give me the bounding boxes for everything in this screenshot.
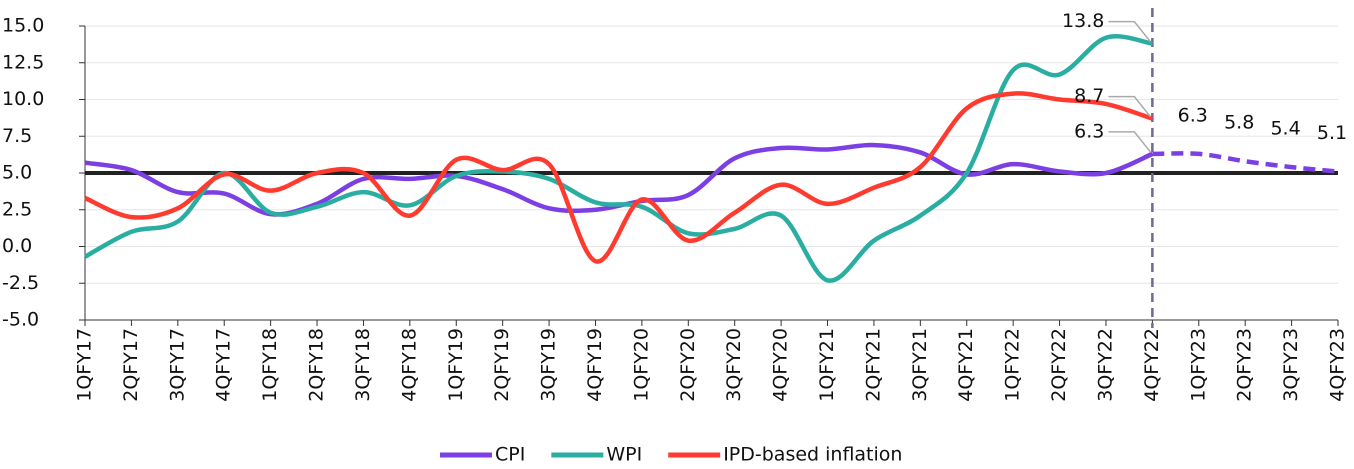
- x-tick-label: 2QFY18: [306, 328, 328, 402]
- y-tick-label: 15.0: [2, 15, 44, 37]
- x-tick-label: 4QFY23: [1327, 328, 1349, 402]
- x-tick-label: 3QFY22: [1094, 328, 1116, 402]
- x-tick-label: 4QFY18: [398, 328, 420, 402]
- x-tick-label: 4QFY22: [1141, 328, 1163, 402]
- x-tick-label: 3QFY21: [909, 328, 931, 402]
- x-tick-label: 2QFY17: [120, 328, 142, 402]
- line: [83, 34, 1153, 283]
- x-tick-label: 4QFY21: [955, 328, 977, 402]
- data-label: 5.1: [1317, 122, 1347, 144]
- x-tick-label: 1QFY23: [1187, 328, 1209, 402]
- x-tick-label: 2QFY21: [862, 328, 884, 402]
- forecast-line: [1152, 151, 1339, 174]
- y-tick-label: 10.0: [2, 88, 44, 110]
- x-tick-label: 1QFY20: [630, 328, 652, 402]
- y-tick-label: 0.0: [2, 235, 32, 257]
- legend-label: WPI: [606, 444, 642, 466]
- y-tick-label: 12.5: [2, 51, 44, 73]
- x-tick-label: 3QFY19: [538, 328, 560, 402]
- x-tick-label: 3QFY18: [352, 328, 374, 402]
- data-label: 5.4: [1270, 118, 1300, 140]
- label-leader: [1108, 131, 1151, 153]
- x-tick-label: 1QFY21: [816, 328, 838, 402]
- x-tick-label: 1QFY18: [259, 328, 281, 402]
- data-label: 13.8: [1062, 10, 1104, 32]
- x-tick-label: 1QFY17: [74, 328, 96, 402]
- x-tick-label: 1QFY22: [1002, 328, 1024, 402]
- x-tick-label: 4QFY20: [770, 328, 792, 402]
- label-leader: [1108, 20, 1151, 43]
- x-tick-label: 1QFY19: [445, 328, 467, 402]
- x-tick-label: 2QFY19: [491, 328, 513, 402]
- x-tick-label: 3QFY20: [723, 328, 745, 402]
- y-tick-label: -2.5: [2, 272, 39, 294]
- x-tick-label: 2QFY22: [1048, 328, 1070, 402]
- x-tick-label: 3QFY23: [1280, 328, 1302, 402]
- data-label: 6.3: [1074, 120, 1104, 142]
- y-tick-label: -5.0: [2, 309, 39, 331]
- line: [84, 91, 1154, 264]
- y-tick-label: 2.5: [2, 198, 32, 220]
- x-tick-label: 2QFY20: [677, 328, 699, 402]
- legend-label: CPI: [495, 444, 525, 466]
- label-leader: [1108, 95, 1151, 118]
- data-label: 8.7: [1074, 85, 1104, 107]
- y-tick-label: 7.5: [2, 125, 32, 147]
- legend-label: IPD-based inflation: [723, 444, 902, 466]
- data-label: 6.3: [1178, 104, 1208, 126]
- y-tick-label: 5.0: [2, 162, 32, 184]
- x-tick-label: 4QFY17: [213, 328, 235, 402]
- data-label: 5.8: [1224, 112, 1254, 134]
- x-tick-label: 3QFY17: [166, 328, 188, 402]
- x-tick-label: 2QFY23: [1234, 328, 1256, 402]
- x-tick-label: 4QFY19: [584, 328, 606, 402]
